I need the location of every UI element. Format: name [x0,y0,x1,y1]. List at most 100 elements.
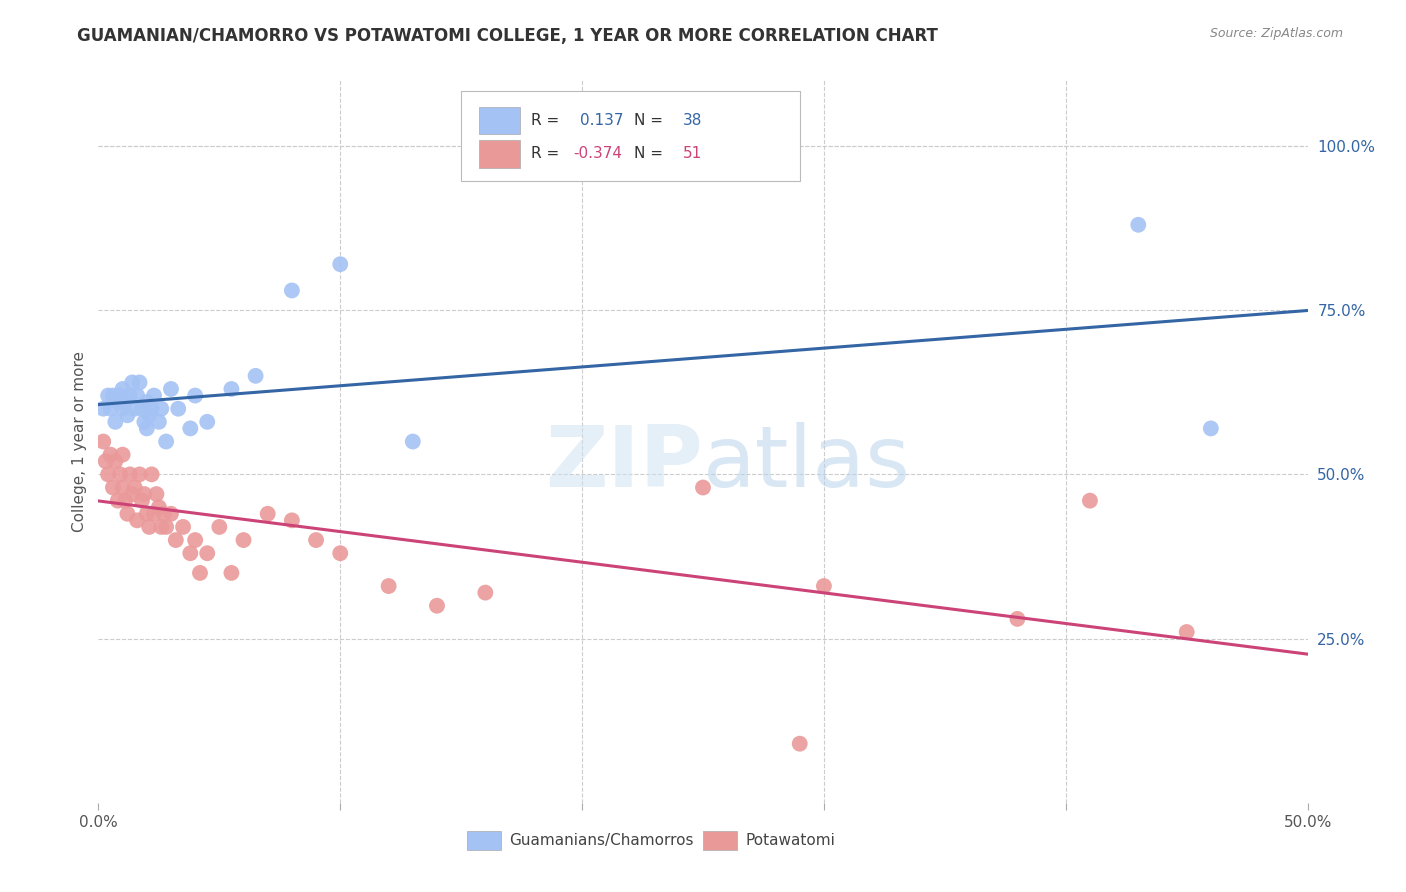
Point [281,513,304,527]
Point [165,533,187,547]
Point [117,409,139,423]
Point [114,395,136,409]
Point [245,368,267,383]
Point [145,487,167,501]
Point [135,507,157,521]
Point [329,546,352,560]
Point [208,520,231,534]
Point [195,546,218,560]
FancyBboxPatch shape [461,91,800,181]
Text: ZIP: ZIP [546,422,703,505]
Point [107,493,129,508]
Point [100,401,122,416]
Point [118,388,141,402]
Point [111,481,134,495]
Text: Guamanians/Chamorros: Guamanians/Chamorros [509,833,695,848]
Point [474,585,496,599]
Point [100,448,122,462]
Point [131,401,153,416]
Point [135,421,157,435]
Point [184,388,207,402]
Text: N =: N = [634,113,668,128]
Point [118,467,141,482]
Point [143,388,166,402]
Point [128,467,150,482]
Point [1128,218,1150,232]
Point [97,467,120,482]
Point [127,388,149,402]
Point [152,507,174,521]
Point [128,376,150,390]
Point [121,376,143,390]
FancyBboxPatch shape [703,831,737,850]
Point [184,533,207,547]
Point [138,409,160,423]
Point [101,388,124,402]
Point [134,487,156,501]
Point [121,487,143,501]
Point [150,401,173,416]
Point [167,401,190,416]
FancyBboxPatch shape [467,831,501,850]
FancyBboxPatch shape [479,140,520,168]
Point [134,415,156,429]
Text: GUAMANIAN/CHAMORRO VS POTAWATOMI COLLEGE, 1 YEAR OR MORE CORRELATION CHART: GUAMANIAN/CHAMORRO VS POTAWATOMI COLLEGE… [77,27,938,45]
Point [1175,625,1198,640]
Point [188,566,211,580]
Point [97,388,120,402]
Point [150,520,173,534]
Point [108,388,131,402]
Point [305,533,328,547]
Point [91,401,114,416]
Text: R =: R = [531,113,564,128]
Point [281,284,304,298]
Point [155,434,177,449]
Point [111,382,134,396]
Point [107,395,129,409]
Point [94,454,117,468]
Point [124,481,146,495]
Point [114,493,136,508]
Point [426,599,449,613]
Point [141,467,163,482]
Point [232,533,254,547]
Point [179,421,201,435]
Text: 38: 38 [682,113,702,128]
Point [111,448,134,462]
Point [195,415,218,429]
Point [108,467,131,482]
Point [91,434,114,449]
Point [155,520,177,534]
Text: Potawatomi: Potawatomi [745,833,835,848]
Point [377,579,399,593]
Point [1199,421,1222,435]
Y-axis label: College, 1 year or more: College, 1 year or more [72,351,87,532]
Point [148,415,170,429]
Point [117,507,139,521]
Text: R =: R = [531,146,564,161]
Point [135,395,157,409]
Text: 51: 51 [682,146,702,161]
Point [221,566,243,580]
Point [131,493,153,508]
Point [789,737,811,751]
Point [221,382,243,396]
Point [111,401,134,416]
Point [143,507,166,521]
Point [148,500,170,515]
Point [160,382,183,396]
Point [104,415,127,429]
Text: atlas: atlas [703,422,911,505]
Point [402,434,425,449]
Point [101,481,124,495]
Text: N =: N = [634,146,668,161]
FancyBboxPatch shape [479,107,520,135]
Point [141,401,163,416]
Point [124,401,146,416]
Point [1007,612,1029,626]
Point [160,507,183,521]
Point [104,454,127,468]
Point [179,546,201,560]
Text: Source: ZipAtlas.com: Source: ZipAtlas.com [1209,27,1343,40]
Point [127,513,149,527]
